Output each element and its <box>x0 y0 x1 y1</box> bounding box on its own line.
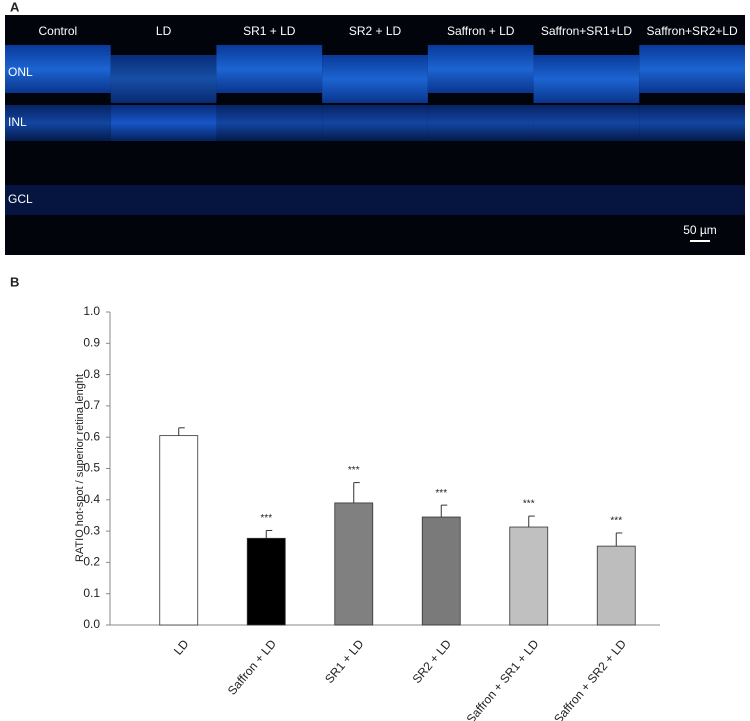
significance-label: *** <box>523 499 535 510</box>
y-tick-label: 0.1 <box>83 586 100 600</box>
y-tick-label: 0.9 <box>83 335 100 349</box>
panel-label: A <box>10 0 20 14</box>
x-tick-label: Saffron + SR2 + LD <box>551 637 629 721</box>
inl-band <box>322 105 428 141</box>
bar <box>509 526 549 626</box>
y-tick-label: 0.0 <box>83 617 100 631</box>
significance-label: *** <box>260 513 272 524</box>
x-tick-label: LD <box>171 637 192 658</box>
y-tick-label: 0.8 <box>83 367 100 381</box>
onl-band <box>5 45 111 93</box>
gcl-band <box>216 185 323 215</box>
gcl-band <box>110 185 217 215</box>
panel-label: B <box>10 274 19 289</box>
gcl-band <box>5 185 111 215</box>
significance-label: *** <box>348 465 360 476</box>
y-tick-label: 1.0 <box>83 304 100 318</box>
bar <box>334 502 374 626</box>
inl-band <box>110 105 217 141</box>
onl-band <box>533 55 640 103</box>
significance-label: *** <box>610 516 622 527</box>
bar <box>159 435 199 626</box>
gcl-band <box>427 185 534 215</box>
onl-band <box>322 55 428 103</box>
layer-label: INL <box>8 115 27 129</box>
onl-band <box>216 45 323 93</box>
column-label: SR1 + LD <box>243 24 296 38</box>
column-label: Saffron+SR2+LD <box>647 24 739 38</box>
x-tick-label: SR2 + LD <box>410 637 455 686</box>
column-label: Saffron+SR1+LD <box>541 24 633 38</box>
column-label: LD <box>156 24 172 38</box>
onl-band <box>427 45 534 93</box>
layer-label: GCL <box>8 192 33 206</box>
gcl-band <box>639 185 745 215</box>
inl-band <box>427 105 534 141</box>
y-axis-label: RATIO hot-spot / superior retina lenght <box>74 374 86 562</box>
scale-bar-label: 50 µm <box>683 223 717 237</box>
bar <box>421 516 461 626</box>
y-tick-label: 0.5 <box>83 461 100 475</box>
inl-band <box>216 105 323 141</box>
inl-band <box>5 105 111 141</box>
bar <box>596 545 636 626</box>
onl-band <box>110 55 217 103</box>
layer-label: ONL <box>8 65 33 79</box>
onl-band <box>639 45 745 93</box>
inl-band <box>533 105 640 141</box>
x-tick-label: Saffron + SR1 + LD <box>464 637 542 721</box>
y-tick-label: 0.2 <box>83 555 100 569</box>
column-label: Saffron + LD <box>447 24 515 38</box>
significance-label: *** <box>435 488 447 499</box>
column-label: Control <box>39 24 78 38</box>
gcl-band <box>322 185 428 215</box>
gcl-band <box>533 185 640 215</box>
column-label: SR2 + LD <box>349 24 402 38</box>
y-tick-label: 0.4 <box>83 492 100 506</box>
y-tick-label: 0.6 <box>83 429 100 443</box>
x-tick-label: Saffron + LD <box>225 637 279 698</box>
y-tick-label: 0.3 <box>83 523 100 537</box>
inl-band <box>639 105 745 141</box>
bar <box>246 537 286 626</box>
x-tick-label: SR1 + LD <box>322 637 367 686</box>
y-tick-label: 0.7 <box>83 398 100 412</box>
